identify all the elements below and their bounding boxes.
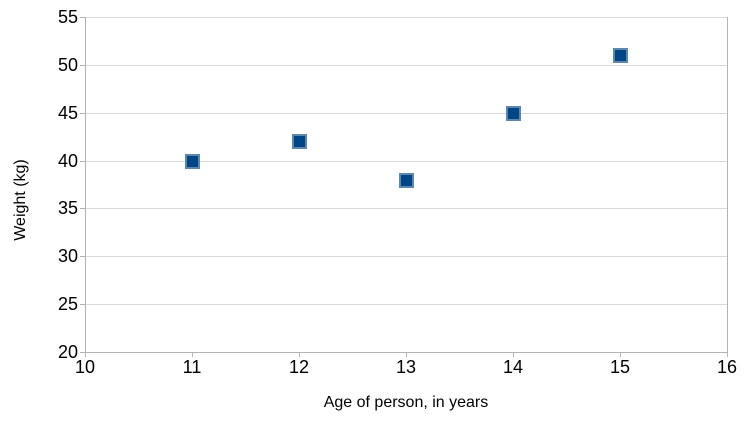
y-gridline: [85, 304, 727, 305]
x-tick-label: 16: [716, 357, 738, 377]
y-tick-mark: [80, 256, 85, 257]
y-tick-mark: [80, 208, 85, 209]
data-point: [613, 48, 628, 63]
y-gridline: [85, 256, 727, 257]
data-point: [292, 134, 307, 149]
y-tick-mark: [80, 352, 85, 353]
y-axis-title-text: Weight (kg): [12, 159, 29, 241]
y-tick-label: 50: [57, 55, 78, 75]
y-tick-mark: [80, 17, 85, 18]
y-tick-label: 30: [57, 246, 78, 266]
y-tick-mark: [80, 304, 85, 305]
x-axis-line: [85, 352, 728, 353]
x-tick-mark: [513, 352, 514, 357]
y-tick-label: 35: [57, 198, 78, 218]
y-tick-label: 55: [57, 7, 78, 27]
data-point: [506, 106, 521, 121]
y-axis-line: [85, 17, 86, 357]
y-tick-mark: [80, 113, 85, 114]
y-tick-label: 25: [57, 294, 78, 314]
y-gridline: [85, 113, 727, 114]
x-tick-label: 14: [502, 357, 524, 377]
y-gridline: [85, 17, 727, 18]
x-tick-label: 10: [74, 357, 96, 377]
x-tick-label: 13: [395, 357, 417, 377]
x-tick-label: 12: [288, 357, 310, 377]
x-tick-mark: [620, 352, 621, 357]
y-tick-label: 20: [57, 342, 78, 362]
plot-right-border: [727, 17, 728, 357]
y-gridline: [85, 161, 727, 162]
y-tick-mark: [80, 161, 85, 162]
y-gridline: [85, 208, 727, 209]
y-tick-mark: [80, 65, 85, 66]
x-tick-mark: [192, 352, 193, 357]
y-tick-label: 40: [57, 151, 78, 171]
data-point: [185, 154, 200, 169]
x-axis-title: Age of person, in years: [323, 394, 489, 411]
x-tick-mark: [299, 352, 300, 357]
x-tick-label: 11: [182, 357, 202, 377]
data-point: [399, 173, 414, 188]
x-tick-label: 15: [609, 357, 631, 377]
x-tick-mark: [406, 352, 407, 357]
y-gridline: [85, 65, 727, 66]
y-tick-label: 45: [57, 103, 78, 123]
